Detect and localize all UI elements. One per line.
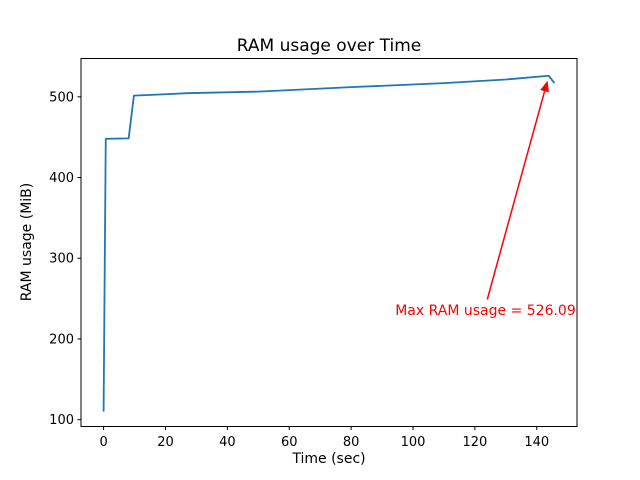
- ram-usage-line: [102, 74, 556, 412]
- x-tick-label: 120: [462, 435, 487, 450]
- x-axis: 0 20 40 60 80 100 120 140: [99, 426, 549, 450]
- x-tick-label: 100: [401, 435, 426, 450]
- x-tick-label: 20: [157, 435, 174, 450]
- plot-frame: [80, 58, 578, 427]
- y-axis: 100 200 300 400 500: [49, 90, 81, 428]
- chart-title: RAM usage over Time: [236, 36, 422, 56]
- y-tick-label: 300: [49, 252, 74, 267]
- y-axis-label: RAM usage (MiB): [19, 182, 35, 302]
- annotation-arrow: [486, 80, 549, 300]
- x-tick-label: 140: [524, 435, 549, 450]
- x-axis-label: Time (sec): [292, 451, 366, 467]
- x-tick-label: 40: [219, 435, 236, 450]
- x-tick-label: 0: [99, 435, 107, 450]
- x-tick-label: 60: [281, 435, 298, 450]
- arrow-head: [540, 80, 549, 93]
- y-tick-label: 100: [49, 413, 74, 428]
- max-ram-annotation-text: Max RAM usage = 526.09: [395, 302, 576, 319]
- y-tick-label: 400: [49, 171, 74, 186]
- y-tick-label: 200: [49, 332, 74, 347]
- y-tick-label: 500: [49, 90, 74, 105]
- x-tick-label: 80: [343, 435, 360, 450]
- arrow-shaft: [486, 91, 546, 300]
